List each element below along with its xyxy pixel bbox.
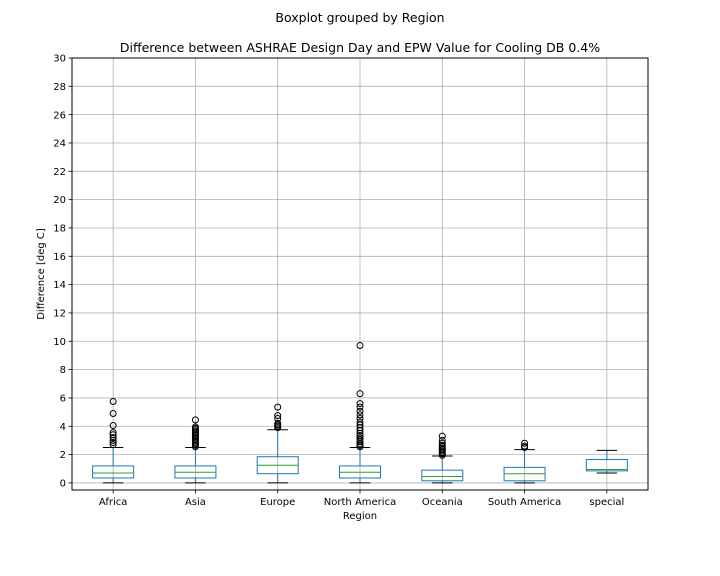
y-tick-label: 16	[53, 252, 66, 263]
outlier-point	[356, 390, 364, 398]
x-tick-label: South America	[488, 497, 562, 508]
y-tick-label: 14	[53, 280, 66, 291]
outlier-point	[109, 410, 117, 418]
y-axis-label: Difference [deg C]	[36, 228, 47, 320]
box-oceania	[421, 432, 464, 484]
outlier-point	[109, 439, 117, 447]
boxes	[92, 342, 628, 484]
box-special	[585, 449, 628, 474]
y-tick-label: 4	[60, 422, 66, 433]
grid-lines	[72, 57, 648, 490]
y-tick-label: 0	[60, 479, 66, 490]
outlier-point	[356, 342, 364, 350]
outlier-point	[356, 418, 364, 426]
x-tick-label: North America	[324, 497, 396, 508]
outlier-point	[274, 419, 282, 427]
iqr-box	[421, 469, 464, 482]
box-asia	[174, 416, 217, 484]
outlier-point	[521, 442, 529, 450]
iqr-box	[92, 465, 135, 479]
y-tick-label: 12	[53, 309, 66, 320]
chart-title: Difference between ASHRAE Design Day and…	[120, 40, 600, 55]
outlier-point	[191, 416, 199, 424]
x-axis-label: Region	[343, 511, 377, 522]
y-tick-label: 18	[53, 224, 66, 235]
outlier-point	[438, 439, 446, 447]
y-tick-label: 8	[60, 365, 66, 376]
outlier-point	[109, 397, 117, 405]
outlier-point	[438, 436, 446, 444]
y-tick-label: 10	[53, 337, 66, 348]
outlier-point	[356, 403, 364, 411]
outlier-point	[274, 403, 282, 411]
y-tick-label: 26	[53, 110, 66, 121]
outlier-point	[438, 432, 446, 440]
outlier-point	[521, 439, 529, 447]
x-tick-label: Asia	[185, 497, 206, 508]
x-axis-ticks: Africa Asia Europe North America Oceania Sout…	[99, 490, 624, 508]
box-europe	[256, 403, 299, 484]
box-africa	[92, 397, 135, 484]
outlier-point	[109, 431, 117, 439]
outlier-point	[356, 400, 364, 408]
box-south-america	[503, 439, 546, 484]
x-tick-label: Europe	[260, 497, 295, 508]
y-tick-label: 2	[60, 450, 66, 461]
box-north-america	[339, 342, 381, 484]
outlier-point	[356, 434, 364, 442]
iqr-box	[585, 459, 628, 472]
outlier-point	[109, 429, 117, 437]
outlier-point	[356, 431, 364, 439]
outlier-point	[356, 414, 364, 422]
x-tick-label: Oceania	[422, 497, 463, 508]
y-tick-label: 6	[60, 394, 66, 405]
outlier-point	[438, 441, 446, 449]
outlier-point	[109, 434, 117, 442]
x-tick-label: Africa	[99, 497, 128, 508]
x-tick-label: special	[589, 497, 624, 508]
y-tick-label: 24	[53, 139, 66, 150]
suptitle: Boxplot grouped by Region	[275, 10, 444, 25]
outlier-point	[274, 412, 282, 420]
outlier-point	[274, 414, 282, 422]
y-tick-label: 30	[53, 54, 66, 65]
outlier-point	[109, 422, 117, 430]
outlier-point	[191, 423, 199, 431]
y-tick-label: 20	[53, 195, 66, 206]
outlier-point	[356, 407, 364, 415]
outlier-point	[356, 411, 364, 419]
y-tick-label: 22	[53, 167, 66, 178]
outlier-point	[109, 441, 117, 449]
y-tick-label: 28	[53, 82, 66, 93]
